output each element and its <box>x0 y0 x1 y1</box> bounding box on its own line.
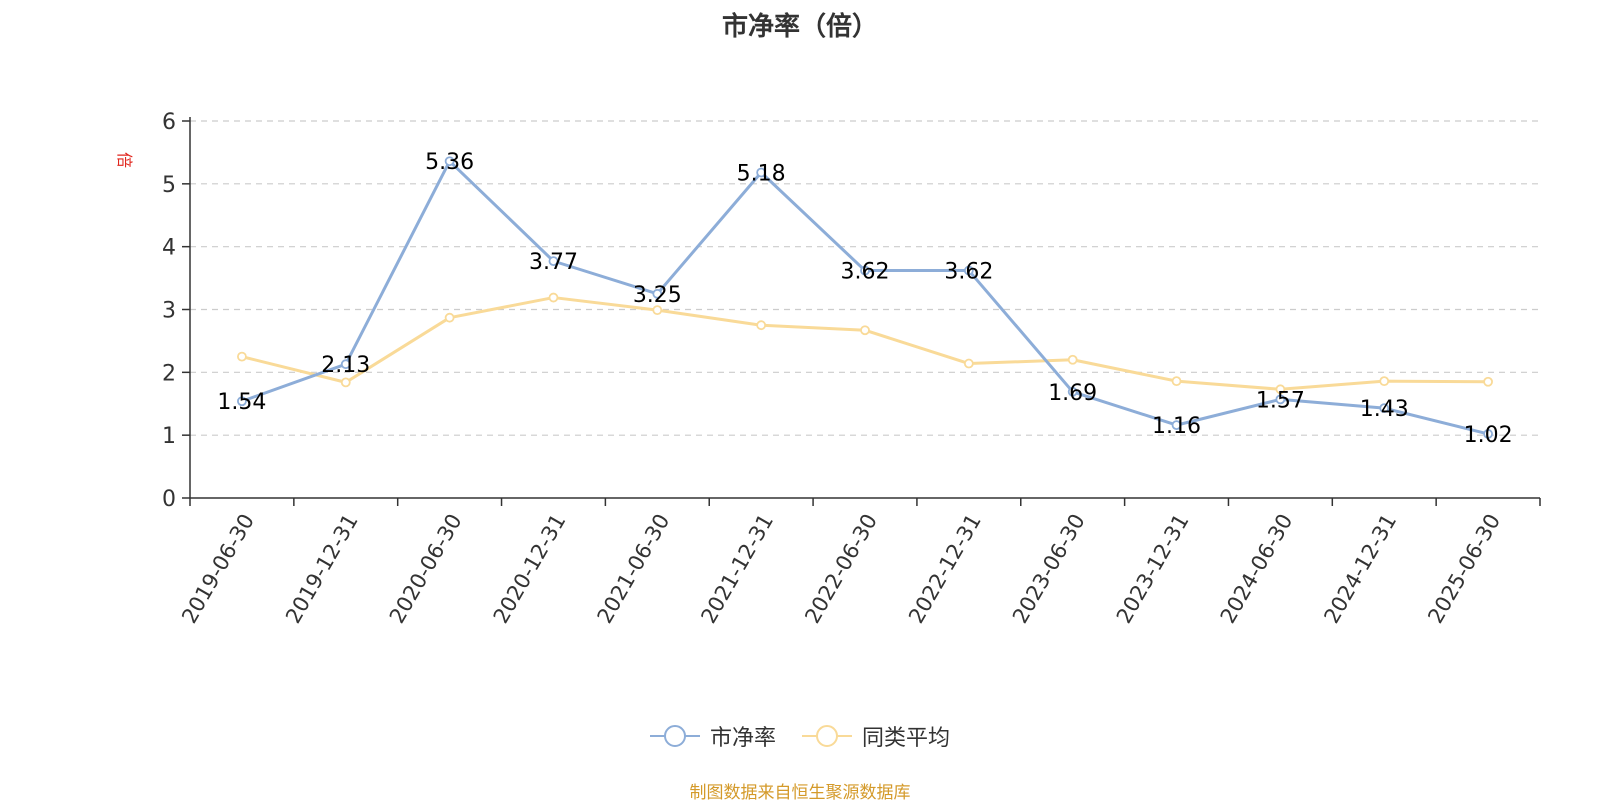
series-0-point-7[interactable] <box>963 265 974 276</box>
x-tick-label-11: 2024-12-31 <box>1319 510 1401 628</box>
series-0-data-label-1: 2.13 <box>321 353 370 378</box>
x-tick-label-7: 2022-12-31 <box>904 510 986 628</box>
legend-label: 市净率 <box>709 726 776 751</box>
series-0-data-label-8: 1.69 <box>1048 381 1097 406</box>
series-1-point-2[interactable] <box>444 312 455 323</box>
series-line-1 <box>241 296 1489 391</box>
data-label-layer: 1.54 2.13 5.36 3.77 3.25 5.18 3.62 3.62 1.69 1.16… <box>217 150 1512 448</box>
grid-layer <box>190 120 1540 436</box>
series-0-data-label-11: 1.43 <box>1360 397 1409 422</box>
series-1-point-7[interactable] <box>963 358 974 369</box>
series-0-point-3[interactable] <box>548 256 559 267</box>
y-tick-label-5: 5 <box>162 173 176 198</box>
x-tick-label-6: 2022-06-30 <box>800 510 882 628</box>
series-0-data-label-2: 5.36 <box>425 150 474 175</box>
x-tick-label-10: 2024-06-30 <box>1216 510 1298 628</box>
y-tick-label-6: 6 <box>162 110 176 135</box>
series-0-point-0[interactable] <box>237 396 247 407</box>
series-1-point-0[interactable] <box>237 351 247 362</box>
series-1-point-4[interactable] <box>652 305 663 316</box>
series-1-point-9[interactable] <box>1171 376 1182 387</box>
series-0-point-6[interactable] <box>860 265 870 276</box>
series-0-data-label-12: 1.02 <box>1464 423 1513 448</box>
series-0-data-label-3: 3.77 <box>529 250 578 275</box>
legend-item-0[interactable]: 市净率 <box>649 720 776 752</box>
series-0-point-12[interactable] <box>1483 429 1493 439</box>
x-tick-label-5: 2021-12-31 <box>696 510 778 628</box>
series-0-data-label-7: 3.62 <box>944 260 993 285</box>
x-tick-label-3: 2020-12-31 <box>489 510 571 628</box>
y-tick-label-4: 4 <box>162 236 176 261</box>
y-tick-label-2: 2 <box>162 361 176 386</box>
x-tick-label-12: 2025-06-30 <box>1423 510 1505 628</box>
x-tick-label-9: 2023-12-31 <box>1112 510 1194 628</box>
chart-title: 市净率（倍） <box>721 12 878 42</box>
x-tick-label-8: 2023-06-30 <box>1008 510 1090 628</box>
series-1-point-10[interactable] <box>1275 384 1286 395</box>
series-0-point-5[interactable] <box>756 167 767 178</box>
x-tick-label-4: 2021-06-30 <box>593 510 675 628</box>
series-1-point-1[interactable] <box>340 377 351 388</box>
series-layer <box>237 156 1493 439</box>
series-0-point-10[interactable] <box>1275 394 1286 405</box>
series-0-point-2[interactable] <box>444 156 455 167</box>
series-1-point-12[interactable] <box>1483 376 1493 387</box>
series-0-data-label-4: 3.25 <box>633 283 682 308</box>
series-0-data-label-9: 1.16 <box>1152 414 1201 439</box>
legend-item-1[interactable]: 同类平均 <box>802 720 950 752</box>
series-0-point-11[interactable] <box>1379 403 1390 414</box>
series-0-data-label-0: 1.54 <box>217 390 266 415</box>
series-1-point-3[interactable] <box>548 292 559 303</box>
data-source-note: 制图数据来自恒生聚源数据库 <box>689 783 911 803</box>
legend-line-icon <box>649 725 700 747</box>
series-1-point-6[interactable] <box>860 325 870 336</box>
series-0-data-label-10: 1.57 <box>1256 388 1305 413</box>
series-0-point-4[interactable] <box>652 288 663 299</box>
legend: 市净率 同类平均 <box>0 720 1600 752</box>
y-tick-label-0: 0 <box>162 487 176 512</box>
legend-line-icon <box>802 725 852 747</box>
x-tick-label-2: 2020-06-30 <box>385 510 467 628</box>
series-1-point-8[interactable] <box>1067 354 1078 365</box>
series-1-point-5[interactable] <box>756 320 767 331</box>
y-tick-label-1: 1 <box>162 424 176 449</box>
y-tick-label-3: 3 <box>162 299 176 324</box>
series-0-data-label-6: 3.62 <box>841 260 890 285</box>
series-0-point-8[interactable] <box>1067 386 1078 397</box>
series-0-data-label-5: 5.18 <box>737 162 786 187</box>
x-tick-label-1: 2019-12-31 <box>281 510 363 628</box>
series-0-point-1[interactable] <box>340 359 351 370</box>
legend-label: 同类平均 <box>862 726 951 751</box>
series-1-point-11[interactable] <box>1379 376 1390 387</box>
x-tick-label-0: 2019-06-30 <box>177 510 259 628</box>
series-0-point-9[interactable] <box>1171 420 1182 431</box>
